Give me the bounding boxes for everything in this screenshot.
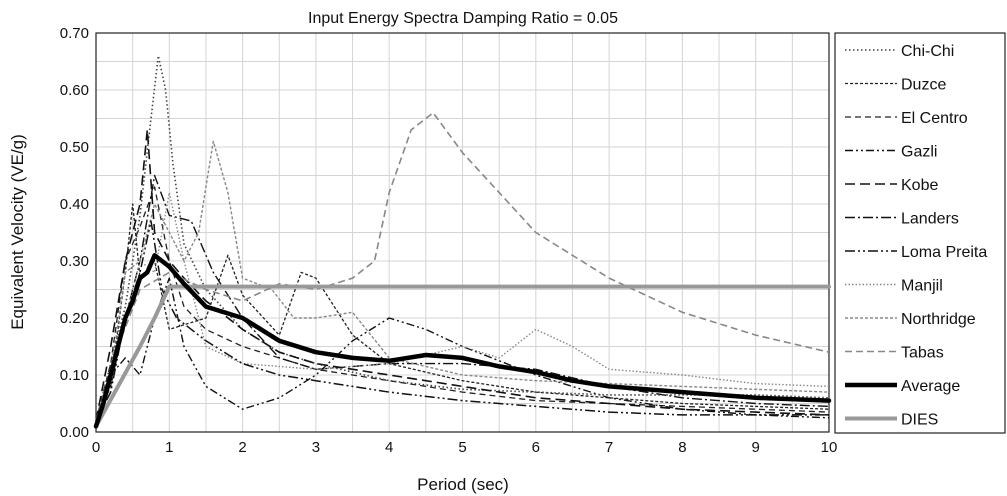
series-line-kobe [95,129,830,421]
series-line-manjil [95,191,830,421]
x-tick-label: 7 [605,439,613,456]
plot-area-frame [95,32,830,433]
legend-label-landers: Landers [901,211,959,228]
series-lines [93,55,832,429]
series-line-dies [94,284,831,429]
x-axis-label: Period (sec) [417,475,509,494]
legend-label-duzce: Duzce [901,77,946,94]
y-tick-label: 0.30 [60,253,89,270]
x-tick-label: 0 [92,439,100,456]
legend-label-gazli: Gazli [901,144,937,161]
y-tick-label: 0.60 [60,82,89,99]
legend-label-average: Average [901,378,960,395]
series-line-duzce [95,203,830,421]
series-line-average [93,253,832,429]
y-axis-ticks: 0.00 0.10 0.20 0.30 0.40 0.50 0.60 0.70 [60,25,89,441]
x-axis-ticks: 0 1 2 3 4 5 6 7 8 9 10 [92,439,838,456]
x-tick-label: 8 [678,439,686,456]
x-tick-label: 5 [458,439,466,456]
y-tick-label: 0.50 [60,139,89,156]
chart-title: Input Energy Spectra Damping Ratio = 0.0… [308,10,618,27]
legend-label-loma-preita: Loma Preita [901,244,987,261]
x-tick-label: 4 [385,439,393,456]
x-tick-label: 3 [312,439,320,456]
y-tick-label: 0.40 [60,196,89,213]
x-tick-label: 10 [821,439,838,456]
y-axis-label: Equivalent Velocity (VE/g) [8,134,27,330]
x-tick-label: 6 [532,439,540,456]
legend-label-northridge: Northridge [901,311,976,328]
legend-label-manjil: Manjil [901,278,943,295]
legend-label-el-centro: El Centro [901,110,968,127]
y-tick-label: 0.20 [60,310,89,327]
grid-lines [96,33,829,432]
y-tick-label: 0.10 [60,367,89,384]
x-tick-label: 1 [165,439,173,456]
legend: Chi-Chi Duzce El Centro Gazli Kobe Landers Lom… [834,32,1006,434]
y-tick-label: 0.00 [60,424,89,441]
y-tick-label: 0.70 [60,25,89,42]
x-tick-label: 9 [752,439,760,456]
legend-label-kobe: Kobe [901,177,938,194]
legend-label-dies: DIES [901,412,938,429]
series-line-el-centro [95,186,830,421]
x-tick-label: 2 [238,439,246,456]
legend-label-chi-chi: Chi-Chi [901,43,954,60]
legend-label-tabas: Tabas [901,345,944,362]
legend-box [834,32,1006,434]
